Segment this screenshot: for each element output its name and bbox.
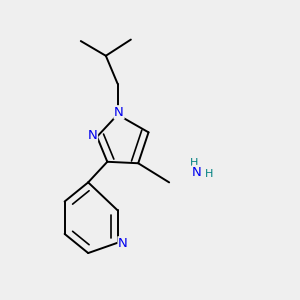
Text: H: H [205,169,213,178]
Text: N: N [114,106,124,119]
Text: N: N [192,166,202,178]
Text: H: H [190,158,198,168]
Text: N: N [118,237,128,250]
Text: N: N [88,129,98,142]
